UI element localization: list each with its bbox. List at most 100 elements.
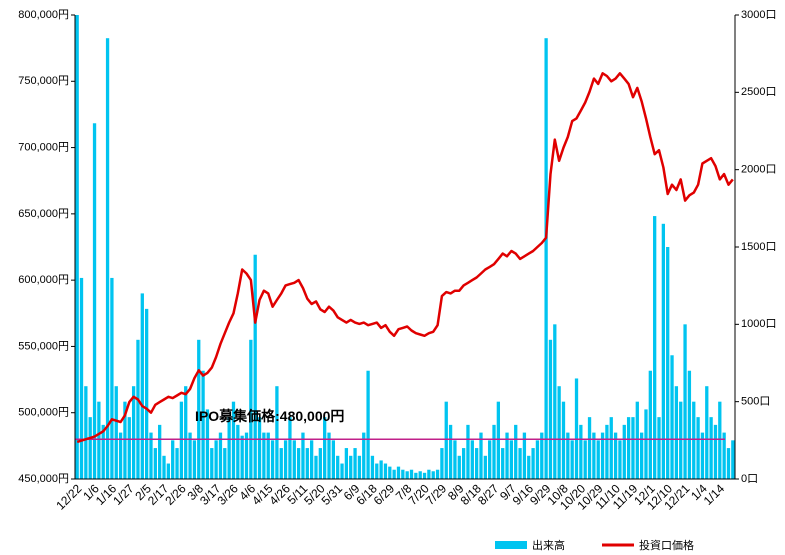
volume-bar (275, 386, 279, 479)
volume-bar (548, 339, 553, 479)
volume-bar (149, 432, 153, 479)
volume-bar (131, 386, 136, 479)
volume-bar (418, 471, 422, 479)
volume-bar (144, 308, 149, 479)
volume-bar (340, 463, 344, 479)
volume-bar (210, 448, 214, 479)
volume-bar (657, 417, 661, 479)
volume-bar (366, 370, 370, 479)
volume-bar (296, 448, 301, 479)
y-tick-label: 750,000円 (18, 75, 69, 87)
volume-bar (440, 448, 444, 479)
volume-bar (140, 293, 144, 479)
volume-bar (579, 424, 583, 479)
y-tick-label: 500,000円 (18, 407, 69, 419)
volume-bar (323, 417, 327, 479)
volume-bar (414, 472, 418, 479)
volume-bar (105, 38, 110, 479)
volume-bar (544, 38, 548, 479)
volume-bar (726, 448, 731, 479)
legend-swatch (495, 541, 527, 549)
y-tick-label: 600,000円 (18, 274, 69, 286)
volume-bar (257, 417, 262, 479)
y2-tick-label: 0口 (741, 473, 758, 485)
volume-bar (518, 448, 522, 479)
volume-bar (635, 401, 639, 479)
volume-bar (327, 432, 331, 479)
volume-bar (609, 417, 613, 479)
volume-bar (731, 440, 735, 479)
volume-bar (127, 417, 131, 479)
volume-bar (488, 440, 492, 479)
y-tick-label: 800,000円 (18, 9, 69, 21)
volume-bar (288, 417, 292, 479)
volume-bar (158, 424, 162, 479)
volume-bar (583, 440, 587, 479)
volume-bar (240, 435, 244, 479)
volume-bar (501, 448, 505, 479)
volume-bar (314, 455, 318, 479)
volume-bar (283, 440, 288, 479)
volume-bar (405, 471, 409, 479)
volume-bar (270, 440, 275, 479)
volume-bar (674, 386, 679, 479)
volume-bar (101, 424, 105, 479)
volume-bar (349, 455, 353, 479)
volume-bar (318, 448, 322, 479)
y2-tick-label: 2500口 (741, 86, 776, 98)
volume-bar (92, 123, 97, 480)
volume-bar (171, 440, 175, 479)
volume-bar (136, 339, 140, 479)
volume-bar (457, 455, 461, 479)
volume-bar (605, 424, 609, 479)
volume-bar (188, 432, 192, 479)
volume-bar (531, 448, 535, 479)
y-tick-label: 650,000円 (18, 208, 69, 220)
volume-bar (648, 370, 652, 479)
x-tick-label: 1/14 (701, 481, 728, 508)
volume-bar (466, 424, 470, 479)
volume-bar (396, 466, 401, 479)
volume-bar (687, 370, 692, 479)
volume-bar (279, 448, 283, 479)
volume-bar (592, 432, 596, 479)
volume-bar (509, 440, 514, 479)
volume-bar (88, 417, 92, 479)
volume-bar (409, 469, 414, 479)
volume-bar (401, 469, 405, 479)
volume-bar (644, 409, 648, 479)
volume-bar (375, 463, 379, 479)
volume-bar (422, 472, 427, 479)
volume-bar (514, 424, 518, 479)
volume-bar (75, 15, 79, 479)
volume-bar (505, 432, 509, 479)
ipo-label: IPO募集価格:480,000円 (195, 408, 344, 424)
volume-bar (231, 401, 236, 479)
volume-bar (683, 324, 687, 479)
y2-tick-label: 1000口 (741, 318, 776, 330)
volume-bar (79, 277, 84, 479)
volume-bar (431, 471, 435, 479)
volume-bar (535, 440, 540, 479)
volume-bar (522, 432, 527, 479)
volume-bar (309, 440, 314, 479)
volume-bar (696, 417, 700, 479)
volume-bar (661, 223, 666, 479)
volume-bar (570, 440, 574, 479)
volume-bar (379, 460, 383, 479)
volume-bar (470, 440, 474, 479)
volume-bar (600, 432, 605, 479)
volume-bar (184, 386, 188, 479)
volume-bar (618, 440, 622, 479)
volume-bar (236, 424, 240, 479)
volume-bar (479, 432, 483, 479)
legend-label: 出来高 (532, 538, 565, 552)
volume-bar (110, 277, 114, 479)
volume-bar (700, 432, 705, 479)
volume-bar (566, 432, 570, 479)
y2-tick-label: 3000口 (741, 9, 776, 21)
volume-bar (175, 448, 179, 479)
volume-bar (587, 417, 592, 479)
volume-bar (370, 455, 375, 479)
y-tick-label: 700,000円 (18, 141, 69, 153)
